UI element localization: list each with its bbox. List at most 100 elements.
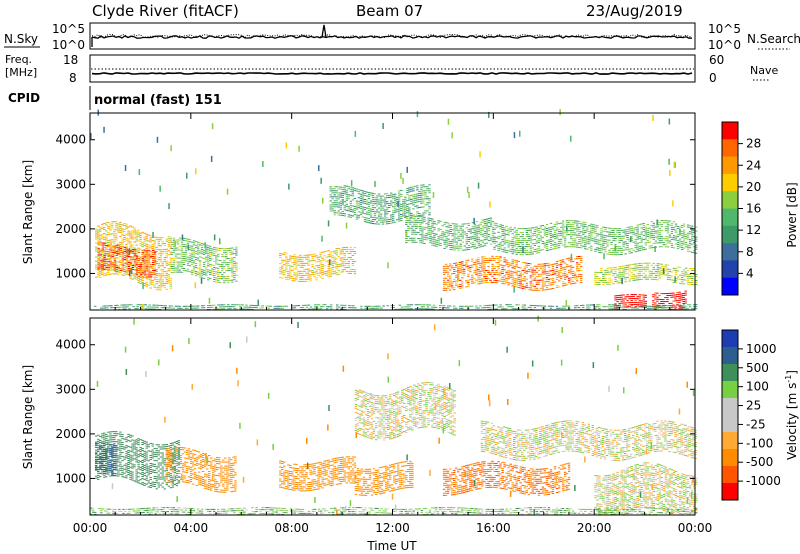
echo-cell [592, 240, 595, 242]
echo-cell [682, 237, 686, 239]
echo-cell [281, 277, 284, 279]
echo-cell [188, 261, 192, 263]
echo-cell [97, 262, 100, 264]
echo-cell [553, 225, 557, 227]
echo-cell [373, 215, 377, 217]
echo-cell [202, 263, 206, 265]
echo-cell [287, 265, 290, 267]
echo-cell [672, 227, 676, 229]
echo-cell [407, 235, 410, 237]
echo-cell [129, 231, 132, 233]
echo-cell [152, 272, 155, 273]
echo-cell [235, 262, 238, 264]
echo-cell [618, 242, 621, 244]
echo-cell [132, 306, 135, 308]
echo-cell [600, 234, 603, 236]
echo-cell [582, 239, 585, 241]
echo-cell [333, 204, 336, 206]
echo-cell [574, 282, 577, 284]
echo-cell [662, 274, 666, 276]
echo-cell [533, 249, 537, 250]
echo-cell [392, 214, 395, 216]
echo-cell [572, 272, 575, 274]
echo-cell [101, 273, 104, 275]
echo-cell [337, 198, 340, 200]
echo-cell [145, 235, 148, 237]
echo-cell [221, 262, 224, 264]
echo-cell [107, 251, 110, 253]
echo-cell [205, 266, 208, 268]
echo-cell [499, 272, 502, 274]
echo-cell [417, 225, 420, 227]
echo-cell [145, 283, 148, 285]
echo-cell [105, 258, 108, 260]
echo-cell [413, 215, 416, 217]
echo-cell [624, 279, 627, 281]
echo-cell [121, 268, 125, 270]
echo-cell [688, 277, 692, 279]
echo-cell [473, 235, 477, 237]
echo-cell [451, 247, 454, 249]
echo-cell [337, 214, 340, 216]
echo-cell [106, 305, 109, 307]
echo-cell [493, 242, 496, 244]
echo-cell [557, 274, 561, 276]
echo-cell [624, 243, 627, 245]
echo-cell [531, 233, 534, 235]
echo-cell [211, 272, 214, 274]
echo-cell [113, 248, 117, 250]
echo-cell [119, 235, 122, 237]
echo-cell [194, 251, 198, 252]
echo-cell [531, 283, 534, 285]
echo-cell [172, 307, 176, 309]
echo-cell [188, 259, 192, 261]
echo-cell [412, 186, 415, 188]
echo-cell [139, 262, 142, 264]
echo-cell [442, 289, 446, 291]
echo-cell [123, 255, 127, 256]
echo-cell [658, 234, 662, 236]
echo-cell [541, 289, 545, 291]
echo-cell [184, 238, 188, 240]
echo-cell [678, 246, 682, 248]
echo-cell [499, 244, 502, 246]
echo-cell [297, 260, 300, 262]
echo-cell [125, 257, 129, 259]
echo-cell [578, 220, 581, 222]
echo-cell [507, 240, 510, 242]
echo-cell [425, 227, 428, 229]
echo-cell [572, 280, 575, 282]
echo-cell [670, 228, 674, 230]
echo-cell [105, 222, 108, 224]
echo-cell [109, 255, 113, 257]
echo-cell [638, 242, 641, 244]
echo-cell [533, 239, 537, 240]
echo-cell [638, 265, 641, 267]
echo-cell [691, 284, 694, 285]
echo-cell [333, 266, 336, 268]
echo-cell [606, 269, 609, 271]
echo-cell [666, 272, 670, 274]
echo-cell [435, 233, 438, 235]
echo-cell [515, 247, 518, 249]
echo-cell [584, 236, 587, 238]
echo-cell [567, 242, 571, 244]
echo-cell [150, 308, 153, 310]
echo-cell [135, 271, 139, 273]
echo-cell [618, 296, 621, 298]
echo-cell [451, 281, 454, 283]
echo-cell [580, 237, 583, 239]
echo-cell [215, 277, 218, 279]
echo-cell [431, 240, 434, 242]
echo-cell [223, 268, 226, 270]
echo-cell [594, 281, 597, 283]
echo-cell [545, 265, 549, 267]
echo-cell [678, 299, 681, 301]
echo-cell [394, 197, 397, 199]
echo-cell [190, 255, 194, 257]
echo-cell [507, 246, 510, 248]
echo-cell [533, 289, 537, 291]
echo-cell [495, 258, 498, 259]
echo-cell [519, 250, 522, 252]
echo-cell [503, 265, 506, 267]
